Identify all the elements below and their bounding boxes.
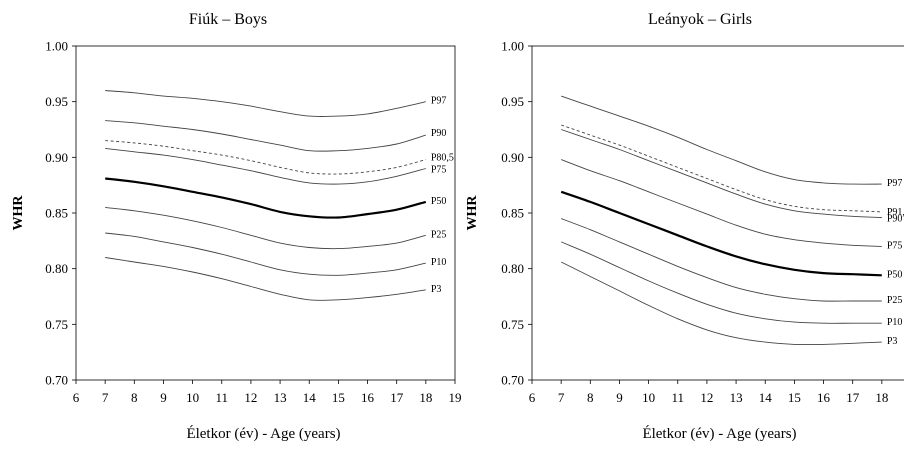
y-tick-label: 0.80 <box>45 261 68 276</box>
y-tick-label: 1.00 <box>501 39 524 54</box>
series-label: P80,5 <box>431 153 454 164</box>
y-tick-label: 0.90 <box>501 150 524 165</box>
series-label: P25 <box>431 229 447 240</box>
series-label: P97 <box>431 96 447 107</box>
x-tick-label: 16 <box>817 390 831 405</box>
x-axis-label: Életkor (év) - Age (years) <box>642 425 796 442</box>
series-line-p80-5 <box>105 140 426 175</box>
y-tick-label: 0.70 <box>45 373 68 388</box>
y-tick-label: 0.95 <box>45 94 68 109</box>
x-tick-label: 19 <box>449 390 462 405</box>
x-tick-label: 18 <box>875 390 888 405</box>
x-tick-label: 14 <box>759 390 773 405</box>
chart-panel-2: Leányok – Girls 0.70 0.75 0.80 0.85 0.90 0.95 1… <box>465 11 904 442</box>
x-tick-label: 11 <box>216 390 229 405</box>
series-label: P90 <box>887 213 903 224</box>
series-line-p97 <box>105 90 426 118</box>
x-tick-label: 13 <box>730 390 743 405</box>
x-tick-label: 18 <box>419 390 432 405</box>
series-line-p90 <box>561 129 882 218</box>
x-tick-label: 6 <box>73 390 80 405</box>
y-tick-label: 0.90 <box>45 150 68 165</box>
series-line-p3 <box>560 261 882 346</box>
series-label: P10 <box>431 257 447 268</box>
series-label: P50 <box>431 196 447 207</box>
series-label: P97 <box>887 178 903 189</box>
series-line-p97 <box>561 95 882 185</box>
y-tick-label: 1.00 <box>45 39 68 54</box>
chart-title: Leányok – Girls <box>648 11 752 28</box>
series-line-p50 <box>105 177 427 219</box>
y-tick-label: 0.85 <box>501 206 524 221</box>
x-tick-label: 17 <box>846 390 860 405</box>
chart-title: Fiúk – Boys <box>189 11 267 28</box>
x-tick-label: 9 <box>616 390 623 405</box>
x-tick-label: 11 <box>672 390 685 405</box>
series-line-p75 <box>105 147 426 185</box>
x-tick-label: 10 <box>642 390 655 405</box>
series-line-p91-6 <box>561 124 882 213</box>
x-tick-label: 12 <box>244 390 257 405</box>
series-line-p90 <box>105 120 426 152</box>
series-label: P75 <box>887 240 903 251</box>
series-label: P50 <box>887 269 903 280</box>
series-line-p3 <box>105 257 426 301</box>
x-tick-label: 8 <box>587 390 594 405</box>
series-label: P91,6 <box>887 207 904 218</box>
x-tick-label: 15 <box>788 390 801 405</box>
series-label: P90 <box>431 128 447 139</box>
x-axis-label: Életkor (év) - Age (years) <box>186 425 340 442</box>
x-tick-label: 17 <box>390 390 404 405</box>
x-tick-label: 13 <box>274 390 287 405</box>
series-line-p25 <box>561 218 882 302</box>
y-axis-label: WHR <box>465 195 480 231</box>
series-line-p50 <box>560 190 882 277</box>
y-tick-label: 0.95 <box>501 94 524 109</box>
x-tick-label: 8 <box>131 390 138 405</box>
y-tick-label: 0.80 <box>501 261 524 276</box>
y-tick-label: 0.70 <box>501 373 524 388</box>
x-tick-label: 6 <box>529 390 536 405</box>
x-tick-label: 15 <box>332 390 345 405</box>
series-label: P3 <box>887 336 898 347</box>
x-tick-label: 16 <box>361 390 375 405</box>
x-tick-label: 7 <box>102 390 109 405</box>
x-tick-label: 12 <box>700 390 713 405</box>
x-tick-label: 7 <box>558 390 565 405</box>
y-tick-label: 0.85 <box>45 206 68 221</box>
plot-frame <box>75 45 456 381</box>
y-tick-label: 0.75 <box>501 317 524 332</box>
y-axis-label: WHR <box>11 195 26 231</box>
x-tick-label: 14 <box>303 390 317 405</box>
plot-frame <box>531 45 904 381</box>
series-line-p75 <box>561 159 882 247</box>
series-line-p10 <box>105 232 426 276</box>
y-tick-label: 0.75 <box>45 317 68 332</box>
series-label: P10 <box>887 317 903 328</box>
x-tick-label: 10 <box>186 390 199 405</box>
series-line-p25 <box>105 206 426 250</box>
series-label: P25 <box>887 295 903 306</box>
series-label: P75 <box>431 164 447 175</box>
chart-panel-1: Fiúk – Boys 0.70 0.75 0.80 0.85 0.90 0.95 1.00 6… <box>11 11 462 442</box>
series-label: P3 <box>431 284 442 295</box>
series-line-p10 <box>561 241 882 324</box>
x-tick-label: 9 <box>160 390 167 405</box>
